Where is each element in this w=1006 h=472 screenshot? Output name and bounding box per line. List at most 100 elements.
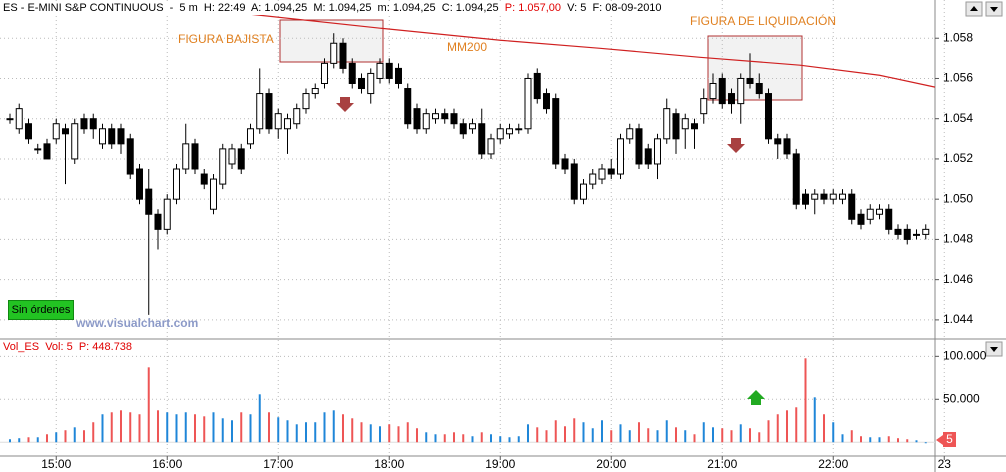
volume-bar — [388, 424, 391, 443]
candle-body — [228, 148, 236, 165]
x-tick-label: 20:00 — [596, 457, 626, 471]
x-tick-label: 17:00 — [263, 457, 293, 471]
candle-body — [52, 123, 60, 140]
candle-body — [700, 98, 708, 115]
orders-button[interactable]: Sin órdenes — [8, 300, 74, 320]
volume-bar — [138, 414, 141, 443]
volume-bar — [27, 437, 30, 443]
x-tick-label: 16:00 — [152, 457, 182, 471]
volume-bar — [277, 417, 280, 443]
volume-bar — [822, 414, 825, 443]
candle-body — [653, 138, 661, 165]
candle-body — [533, 72, 541, 100]
volume-bar — [684, 430, 687, 443]
volume-bar — [785, 410, 788, 443]
candle-body — [80, 118, 88, 130]
volume-bar — [240, 412, 243, 443]
volume-bar — [18, 438, 21, 443]
candle-body — [320, 62, 328, 84]
candle-body — [727, 93, 735, 105]
candle-body — [718, 77, 726, 105]
down-arrow — [727, 138, 745, 153]
volume-bar — [212, 412, 215, 443]
candle-body — [774, 138, 782, 145]
volume-bar — [443, 434, 446, 443]
volume-bar — [351, 418, 354, 443]
candle-body — [441, 113, 449, 120]
plot-area — [0, 0, 945, 460]
candle-body — [302, 93, 310, 110]
candle-body — [922, 228, 930, 235]
volume-bar — [415, 428, 418, 443]
volume-bar — [230, 420, 233, 443]
volume-bar — [536, 427, 539, 443]
volume-bar — [360, 422, 363, 443]
candle-body — [690, 123, 698, 130]
candle-body — [607, 168, 615, 175]
candle-body — [848, 193, 856, 220]
volume-bar — [906, 439, 909, 443]
volume-bar — [369, 424, 372, 443]
candle-body — [311, 88, 319, 95]
volume-bar — [896, 438, 899, 443]
volume-bar — [693, 434, 696, 443]
candle-body — [339, 42, 347, 69]
icon — [990, 7, 998, 12]
volume-bar — [813, 397, 816, 443]
volume-bar — [600, 420, 603, 443]
candle-body — [246, 128, 254, 145]
candle-body — [801, 193, 809, 205]
candle-body — [191, 143, 199, 170]
volume-bar — [758, 432, 761, 443]
header-text: ES - E-MINI S&P CONTINUOUS - 5 m H: 22:4… — [3, 2, 499, 14]
volume-bar — [166, 412, 169, 443]
candle-body — [15, 108, 23, 130]
candle-body — [6, 118, 14, 121]
candle-body — [857, 213, 865, 225]
icon — [970, 6, 978, 11]
volume-bar — [36, 437, 39, 443]
volume-bar — [887, 436, 890, 443]
volume-bar — [637, 422, 640, 443]
candle-body — [487, 138, 495, 155]
volume-bar — [776, 414, 779, 443]
candle-body — [579, 183, 587, 200]
volume-bar — [859, 436, 862, 443]
candle-body — [394, 67, 402, 84]
candle-body — [561, 158, 569, 170]
candle-body — [126, 138, 134, 175]
volume-bar — [341, 414, 344, 443]
annotation: FIGURA DE LIQUIDACIÓN — [690, 13, 836, 28]
volume-bar — [795, 407, 798, 443]
volume-bar — [73, 427, 76, 443]
candle-body — [792, 153, 800, 205]
candle-body — [903, 228, 911, 240]
candle-body — [635, 128, 643, 165]
candle-body — [616, 138, 624, 175]
chart-header: ES - E-MINI S&P CONTINUOUS - 5 m H: 22:4… — [3, 1, 662, 15]
candle-body — [413, 108, 421, 130]
down-arrow — [336, 97, 354, 112]
y-tick-label: 1.052 — [943, 151, 973, 165]
y-tick-label: 1.050 — [943, 191, 973, 205]
x-tick-label: 22:00 — [818, 457, 848, 471]
candle-body — [256, 93, 264, 130]
volume-bar — [915, 440, 918, 443]
volume-bar — [517, 436, 520, 443]
candle-body — [200, 173, 208, 185]
candle-body — [570, 163, 578, 200]
y-tick-label: 100.000 — [943, 348, 987, 362]
volume-bar — [480, 432, 483, 443]
moving-average — [230, 11, 936, 88]
volume-bar — [850, 430, 853, 443]
candle-body — [367, 72, 375, 95]
x-tick-label: 19:00 — [485, 457, 515, 471]
y-tick-label: 50.000 — [943, 391, 980, 405]
volume-bar — [434, 434, 437, 443]
volume-bar — [304, 422, 307, 443]
header-text: V: 5 F: 08-09-2010 — [567, 2, 662, 14]
candle-body — [274, 113, 282, 130]
volume-bar — [119, 410, 122, 443]
volume-bar — [748, 428, 751, 443]
volume-bar — [45, 434, 48, 443]
